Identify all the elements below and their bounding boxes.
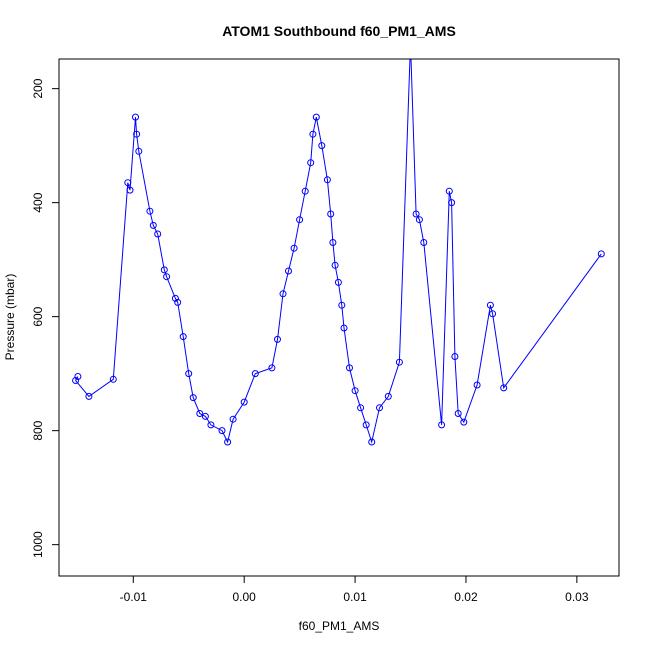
- data-point: [185, 370, 193, 378]
- data-point: [126, 186, 134, 194]
- data-point: [274, 335, 281, 343]
- x-tick-label: 0.03: [565, 590, 589, 604]
- data-point: [415, 216, 423, 224]
- data-point: [279, 290, 287, 298]
- data-point: [460, 418, 468, 426]
- data-point: [133, 130, 141, 138]
- data-point: [412, 210, 420, 218]
- data-point: [331, 261, 339, 269]
- data-point: [109, 375, 117, 383]
- data-point: [149, 221, 157, 229]
- data-point: [327, 210, 335, 218]
- data-point: [296, 216, 304, 224]
- data-point: [323, 176, 331, 184]
- data-point: [251, 370, 259, 378]
- y-tick-label: 600: [31, 306, 45, 326]
- data-point: [124, 179, 132, 187]
- data-point: [329, 239, 337, 246]
- x-tick-label: 0.00: [233, 590, 257, 604]
- data-point: [500, 384, 508, 392]
- data-point: [357, 404, 365, 412]
- data-point: [420, 239, 428, 246]
- data-point: [74, 373, 82, 380]
- data-point: [301, 187, 309, 195]
- data-point: [171, 294, 179, 302]
- data-point: [448, 199, 456, 207]
- y-tick-label: 1000: [31, 531, 45, 558]
- data-point: [312, 113, 320, 121]
- data-point: [489, 310, 497, 318]
- data-point: [135, 147, 143, 155]
- data-point: [351, 387, 359, 395]
- y-axis-label: Pressure (mbar): [3, 274, 17, 361]
- data-point: [362, 421, 370, 429]
- data-point: [376, 404, 383, 412]
- data-point: [368, 438, 376, 446]
- data-point: [132, 113, 139, 121]
- data-point: [174, 298, 182, 306]
- data-point: [346, 364, 353, 372]
- data-point: [268, 364, 276, 372]
- data-point: [395, 358, 403, 366]
- data-point: [160, 266, 168, 274]
- data-point: [445, 187, 453, 195]
- data-point: [179, 333, 187, 341]
- data-point: [384, 392, 392, 400]
- data-point: [146, 207, 154, 215]
- data-point: [85, 392, 93, 400]
- x-axis-label: f60_PM1_AMS: [299, 619, 380, 633]
- chart-title: ATOM1 Southbound f60_PM1_AMS: [222, 23, 456, 39]
- data-point: [196, 410, 204, 417]
- data-point: [201, 412, 209, 420]
- data-point: [451, 353, 459, 360]
- data-point: [454, 410, 462, 417]
- y-axis: 200 400 600 800 1000: [31, 78, 60, 558]
- data-point: [473, 381, 481, 389]
- data-point: [229, 415, 237, 423]
- x-tick-label: 0.02: [454, 590, 478, 604]
- data-point: [334, 278, 342, 286]
- y-tick-label: 800: [31, 420, 45, 440]
- plot-area: [72, 59, 605, 446]
- data-point: [218, 427, 226, 435]
- data-point: [189, 394, 197, 402]
- data-point: [72, 377, 80, 384]
- data-point: [240, 398, 248, 406]
- y-tick-label: 400: [31, 192, 45, 212]
- data-point: [285, 267, 292, 275]
- data-series: [72, 59, 605, 446]
- data-point: [290, 244, 298, 252]
- data-point: [340, 324, 348, 332]
- data-point: [338, 301, 346, 309]
- data-point: [207, 421, 215, 429]
- data-point: [318, 142, 326, 150]
- data-point: [307, 159, 315, 167]
- data-point: [486, 301, 494, 309]
- data-point: [154, 230, 162, 238]
- series-line: [74, 59, 602, 444]
- x-tick-label: 0.01: [343, 590, 367, 604]
- data-point: [163, 273, 171, 281]
- y-tick-label: 200: [31, 78, 45, 98]
- data-point: [597, 250, 605, 258]
- data-point: [224, 438, 232, 446]
- data-point: [309, 130, 317, 138]
- data-point: [438, 421, 446, 429]
- x-tick-label: -0.01: [120, 590, 148, 604]
- x-axis: -0.01 0.00 0.01 0.02 0.03: [120, 575, 589, 604]
